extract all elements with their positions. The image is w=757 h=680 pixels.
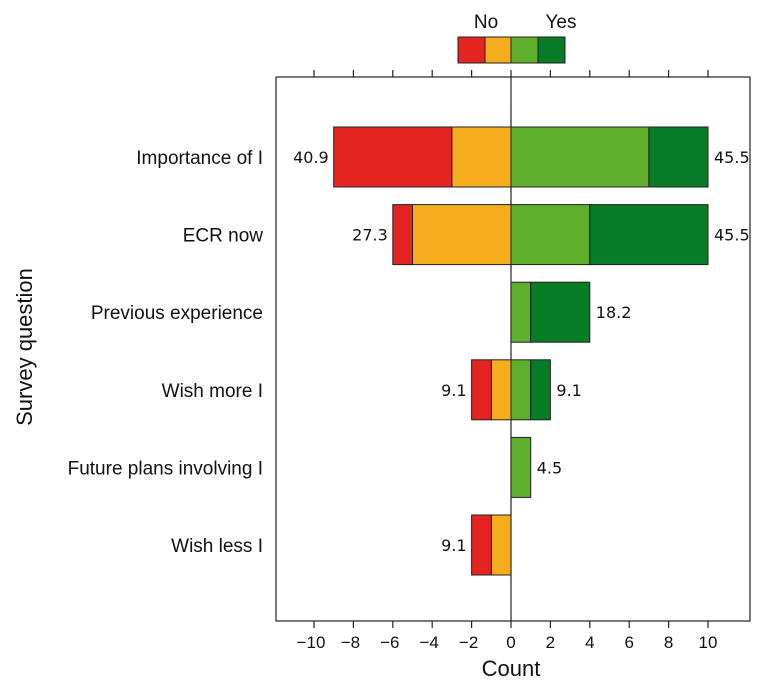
bar-strong-no	[333, 126, 453, 188]
legend-strong-no-swatch	[457, 36, 486, 64]
legend-no-swatch	[484, 36, 512, 64]
bar-strong-no	[471, 514, 492, 576]
bar-strong-yes	[530, 281, 591, 343]
category-label: Wish more I	[162, 381, 263, 402]
x-tick-label: 2	[546, 633, 555, 652]
yes-percent-label: 18.2	[596, 303, 632, 322]
category-labels: Importance of I ECR now Previous experienc…	[68, 148, 264, 557]
bar-strong-yes	[589, 204, 709, 266]
x-axis-ticks: −10 −8 −6 −4 −2 0 2 4 6 8 10	[297, 70, 718, 652]
category-label: Importance of I	[136, 148, 263, 169]
x-tick-label: −10	[297, 633, 326, 652]
bar-yes	[510, 204, 591, 266]
bar-yes	[510, 126, 650, 188]
x-axis-title: Count	[482, 656, 541, 680]
bar-strong-no	[392, 204, 413, 266]
x-tick-label: −4	[420, 633, 439, 652]
x-tick-label: −2	[459, 633, 478, 652]
bar-no	[490, 359, 512, 421]
percent-labels: 40.9 45.5 27.3 45.5 18.2 9.1 9.1 4.5 9.1	[293, 148, 750, 555]
yes-percent-label: 45.5	[714, 226, 750, 245]
category-label: ECR now	[183, 226, 264, 247]
yes-percent-label: 9.1	[556, 381, 581, 400]
yes-percent-label: 4.5	[537, 458, 562, 477]
x-tick-label: −6	[380, 633, 399, 652]
x-tick-label: 4	[585, 633, 594, 652]
bar-strong-yes	[648, 126, 709, 188]
no-percent-label: 40.9	[293, 148, 329, 167]
x-tick-label: 8	[664, 633, 673, 652]
legend-yes-swatch	[510, 36, 539, 64]
no-percent-label: 9.1	[441, 536, 466, 555]
legend-no-label: No	[474, 12, 498, 33]
x-tick-label: −8	[341, 633, 360, 652]
category-label: Future plans involving I	[68, 458, 263, 479]
x-tick-label: 0	[506, 633, 515, 652]
bar-strong-yes	[530, 359, 551, 421]
legend-yes-label: Yes	[546, 12, 577, 33]
x-tick-label: 10	[699, 633, 718, 652]
no-percent-label: 27.3	[352, 226, 388, 245]
bar-no	[490, 514, 512, 576]
category-label: Wish less I	[171, 536, 263, 557]
no-percent-label: 9.1	[441, 381, 466, 400]
bar-yes	[510, 359, 532, 421]
bar-no	[451, 126, 512, 188]
x-tick-label: 6	[624, 633, 633, 652]
legend: No Yes	[457, 12, 577, 64]
bar-yes	[510, 436, 532, 498]
legend-strong-yes-swatch	[537, 36, 566, 64]
bar-strong-no	[471, 359, 492, 421]
bars	[333, 126, 709, 576]
plot-frame	[275, 76, 751, 622]
y-axis-title: Survey question	[12, 268, 37, 426]
bar-yes	[510, 281, 532, 343]
bar-no	[412, 204, 512, 266]
category-label: Previous experience	[91, 303, 263, 324]
yes-percent-label: 45.5	[714, 148, 750, 167]
